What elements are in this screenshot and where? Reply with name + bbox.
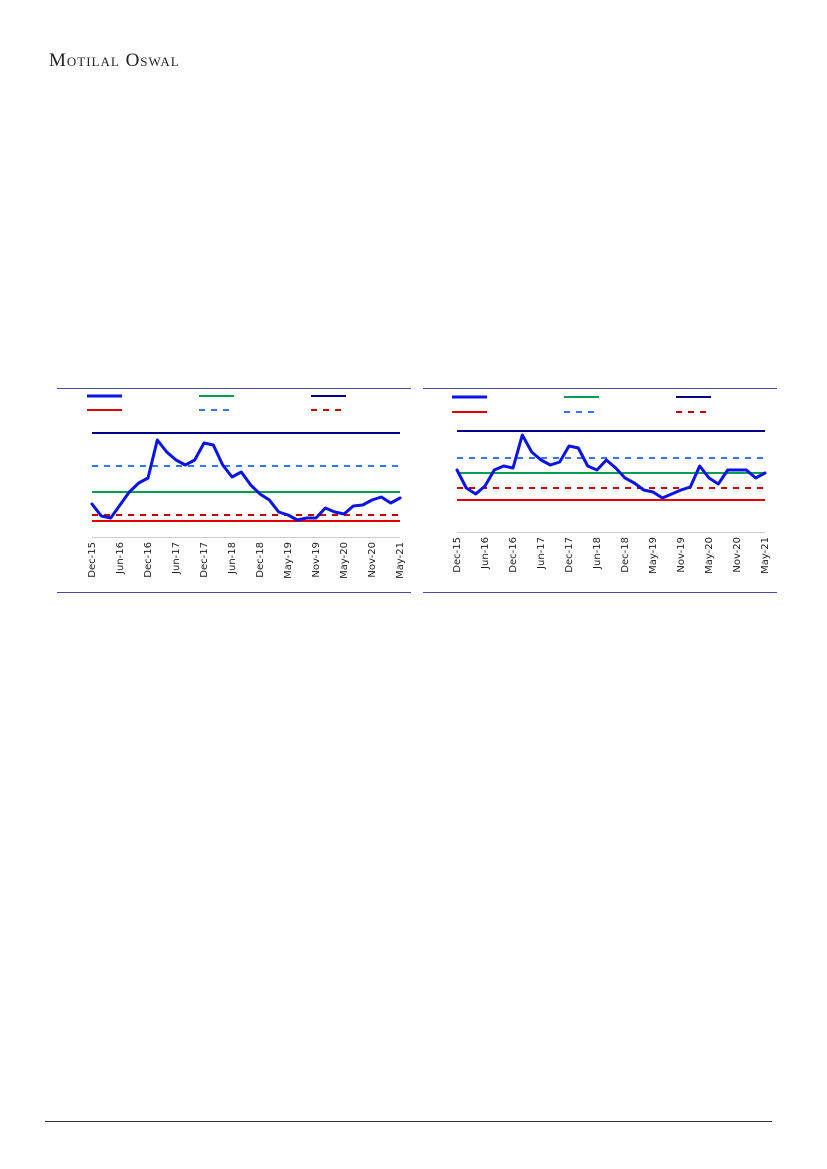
- x-tick-label: Jun-17: [171, 542, 182, 575]
- x-tick-label: Dec-16: [508, 537, 519, 573]
- brand-title: Motilal Oswal: [49, 50, 180, 71]
- data-line: [455, 433, 767, 500]
- x-tick-label: Nov-20: [732, 537, 743, 573]
- x-tick-label: Dec-16: [143, 542, 154, 578]
- x-tick-label: Nov-20: [367, 542, 378, 578]
- x-tick-label: Nov-19: [676, 537, 687, 573]
- x-tick-label: Dec-18: [620, 537, 631, 573]
- x-tick-label: Jun-18: [592, 537, 603, 570]
- x-tick-label: Dec-15: [452, 537, 463, 573]
- x-tick-label: May-20: [339, 542, 350, 579]
- x-tick-label: Jun-17: [536, 537, 547, 570]
- x-tick-label: Jun-16: [115, 542, 126, 575]
- x-tick-label: Jun-18: [227, 542, 238, 575]
- x-tick-label: Dec-15: [87, 542, 98, 578]
- x-tick-label: Dec-17: [564, 537, 575, 573]
- x-tick-label: Dec-18: [255, 542, 266, 578]
- data-line: [90, 438, 402, 522]
- x-tick-label: May-21: [395, 542, 406, 579]
- x-tick-label: Dec-17: [199, 542, 210, 578]
- x-tick-label: Nov-19: [311, 542, 322, 578]
- x-tick-label: May-19: [283, 542, 294, 579]
- x-tick-label: May-19: [648, 537, 659, 574]
- x-tick-label: May-21: [760, 537, 771, 574]
- x-tick-label: Jun-16: [480, 537, 491, 570]
- x-tick-label: May-20: [704, 537, 715, 574]
